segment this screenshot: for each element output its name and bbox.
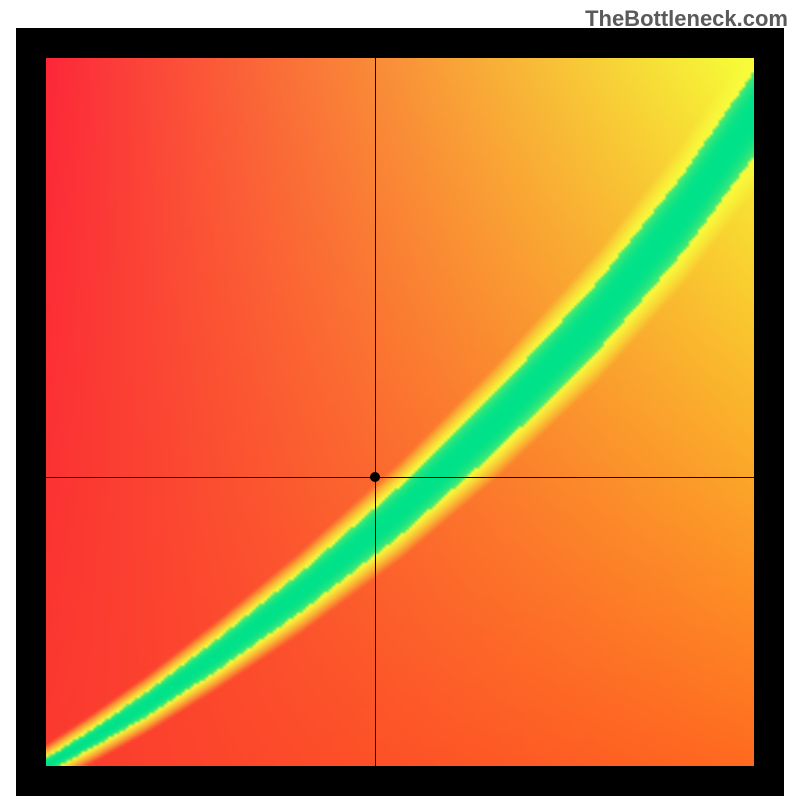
heatmap-canvas	[46, 58, 754, 766]
crosshair-vertical	[375, 58, 376, 766]
watermark-text: TheBottleneck.com	[585, 6, 788, 32]
plot-inner	[46, 58, 754, 766]
plot-outer-frame	[16, 28, 784, 796]
crosshair-horizontal	[46, 477, 754, 478]
crosshair-marker	[370, 472, 380, 482]
